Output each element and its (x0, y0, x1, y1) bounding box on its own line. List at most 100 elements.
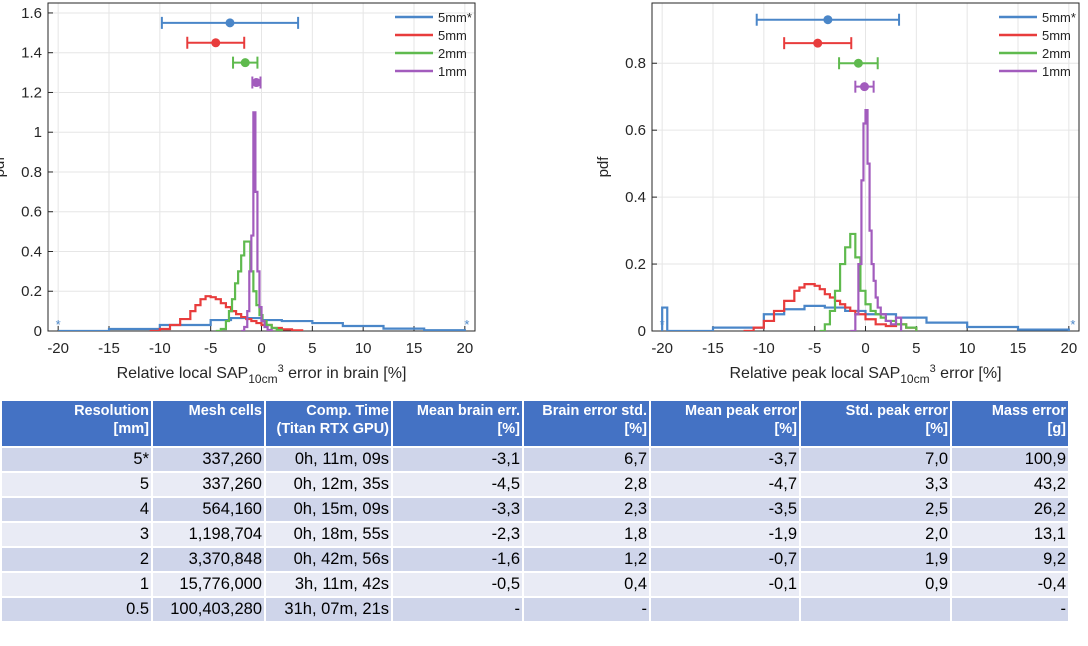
table-cell: - (393, 598, 522, 621)
table-cell: -3,5 (651, 498, 799, 521)
y-tick-label: 0.6 (625, 122, 646, 139)
errorbar-mean-point (240, 58, 250, 68)
table-cell: -2,3 (393, 523, 522, 546)
table-body: 5* 337,260 0h, 11m, 09s -3,1 6,7 -3,7 7,0 100,9… (2, 448, 1068, 621)
column-header-unit: [%] (774, 421, 797, 437)
y-tick-label: 0.2 (21, 283, 42, 300)
x-tick-label: 20 (456, 340, 473, 357)
x-tick-label: 20 (1060, 340, 1077, 357)
table-cell: 4 (2, 498, 151, 521)
legend-label: 5mm* (438, 10, 472, 25)
column-header: Mass error [g] (952, 401, 1068, 446)
table-cell: -4,7 (651, 473, 799, 496)
histogram-brain-error-chart: -20 -15 -10 -5 0 5 10 15 20 0 0.2 0.4 0.6 0.8 1 1.2 1.4 1… (0, 2, 476, 386)
y-tick-label: 0.2 (625, 256, 646, 273)
histogram-5mm-star-series (58, 316, 466, 331)
table-cell: 100,9 (952, 448, 1068, 471)
table-cell: 0.5 (2, 598, 151, 621)
column-header-title: Comp. Time (306, 403, 389, 419)
column-header-unit: [mm] (113, 421, 149, 437)
table-cell: 0,4 (524, 573, 649, 596)
y-tick-label: 0.8 (625, 55, 646, 72)
table-cell: -0,4 (952, 573, 1068, 596)
y-tick-label: 0 (638, 323, 646, 340)
outlier-marker: * (660, 317, 665, 332)
x-tick-label: 0 (257, 340, 265, 357)
table-row: 3 1,198,704 0h, 18m, 55s -2,3 1,8 -1,9 2,0 13,1 (2, 523, 1068, 546)
table-cell: -1,9 (651, 523, 799, 546)
x-tick-label: 15 (406, 340, 423, 357)
table-cell: 337,260 (153, 473, 264, 496)
y-tick-label: 0.6 (21, 204, 42, 221)
table-row: 2 3,370,848 0h, 42m, 56s -1,6 1,2 -0,7 1,9 9,2 (2, 548, 1068, 571)
table-cell: 0h, 15m, 09s (266, 498, 391, 521)
column-header: Mesh cells (153, 401, 264, 446)
table-cell: 13,1 (952, 523, 1068, 546)
column-header-unit: (Titan RTX GPU) (276, 421, 389, 437)
column-header: Mean brain err. [%] (393, 401, 522, 446)
x-axis-label-superscript: 3 (930, 363, 936, 375)
x-axis-label-main: Relative peak local SAP (729, 365, 900, 382)
y-tick-label: 0.8 (21, 164, 42, 181)
x-tick-label: -20 (47, 340, 69, 357)
x-tick-label: -5 (204, 340, 217, 357)
x-tick-label: 10 (355, 340, 372, 357)
table-cell: 2,5 (801, 498, 950, 521)
x-axis-label: Relative local SAP10cm3 error in brain [… (117, 363, 407, 386)
legend-label: 2mm (1042, 46, 1071, 61)
table-cell: 3 (2, 523, 151, 546)
table-cell: -3,7 (651, 448, 799, 471)
y-tick-label: 1.2 (21, 84, 42, 101)
x-tick-label: 15 (1010, 340, 1027, 357)
y-tick-label: 0.4 (21, 243, 42, 260)
x-axis-label-subscript: 10cm (900, 372, 929, 386)
histogram-5mm-series (743, 283, 918, 331)
results-table: Resolution [mm] Mesh cells Comp. Time (Tita… (0, 399, 1070, 623)
legend-label: 1mm (1042, 64, 1071, 79)
legend-label: 5mm (438, 28, 467, 43)
x-tick-label: 10 (959, 340, 976, 357)
table-cell: 1,9 (801, 548, 950, 571)
histogram-2mm-series (215, 240, 283, 331)
y-tick-label: 1 (34, 124, 42, 141)
column-header: Brain error std. [%] (524, 401, 649, 446)
legend-label: 1mm (438, 64, 467, 79)
column-header-title: Mesh cells (188, 403, 262, 419)
column-header: Comp. Time (Titan RTX GPU) (266, 401, 391, 446)
table-cell: 5 (2, 473, 151, 496)
table-cell: 6,7 (524, 448, 649, 471)
column-header: Resolution [mm] (2, 401, 151, 446)
histogram-2mm-series (819, 232, 918, 331)
legend-label: 5mm (1042, 28, 1071, 43)
y-axis-label: pdf (0, 156, 8, 178)
column-header: Std. peak error [%] (801, 401, 950, 446)
table-cell: 1 (2, 573, 151, 596)
table-cell: -0,7 (651, 548, 799, 571)
table-cell: -3,3 (393, 498, 522, 521)
errorbar-mean-point (853, 58, 863, 68)
table-cell: 0h, 42m, 56s (266, 548, 391, 571)
table-cell: 2 (2, 548, 151, 571)
table-cell: 1,8 (524, 523, 649, 546)
column-header-unit: [%] (624, 421, 647, 437)
table-cell (651, 598, 799, 621)
table-cell: 31h, 07m, 21s (266, 598, 391, 621)
table-cell: 0h, 11m, 09s (266, 448, 391, 471)
x-axis-label-main: Relative local SAP (117, 365, 249, 382)
table-cell: 100,403,280 (153, 598, 264, 621)
x-tick-label: -10 (149, 340, 171, 357)
x-tick-label: -5 (808, 340, 821, 357)
outlier-marker: * (1070, 317, 1075, 332)
x-tick-label: 0 (861, 340, 869, 357)
column-header-unit: [g] (1047, 421, 1066, 437)
table-cell: 3,370,848 (153, 548, 264, 571)
table-cell: 2,0 (801, 523, 950, 546)
table-cell: 3h, 11m, 42s (266, 573, 391, 596)
x-tick-label: -20 (651, 340, 673, 357)
table-cell: 2,8 (524, 473, 649, 496)
y-axis-label: pdf (595, 156, 612, 178)
column-header-title: Brain error std. (542, 403, 647, 419)
table-cell: 0h, 12m, 35s (266, 473, 391, 496)
y-tick-label: 0 (34, 323, 42, 340)
table-cell: -3,1 (393, 448, 522, 471)
